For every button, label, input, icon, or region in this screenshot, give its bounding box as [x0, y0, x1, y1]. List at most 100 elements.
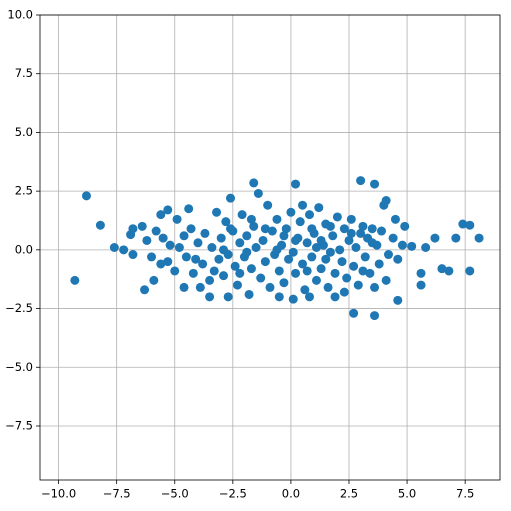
point	[300, 285, 310, 295]
point	[149, 275, 159, 285]
x-tick-label: −5.0	[161, 487, 189, 501]
point	[209, 266, 219, 276]
point	[170, 266, 180, 276]
point	[451, 233, 461, 243]
point	[358, 266, 368, 276]
point	[390, 214, 400, 224]
point	[263, 200, 273, 210]
x-tick-label: 2.5	[340, 487, 358, 501]
point	[140, 285, 150, 295]
y-tick-label: 0.0	[15, 242, 33, 256]
point	[465, 266, 475, 276]
point	[179, 282, 189, 292]
y-tick-label: −5.0	[5, 360, 33, 374]
point	[416, 280, 426, 290]
point	[258, 235, 268, 245]
point	[235, 268, 245, 278]
point	[151, 226, 161, 236]
point	[265, 282, 275, 292]
point	[346, 228, 356, 238]
point	[314, 203, 324, 213]
point	[274, 266, 284, 276]
point	[381, 275, 391, 285]
point	[128, 250, 138, 260]
point	[360, 252, 370, 262]
point	[370, 282, 380, 292]
point	[174, 243, 184, 252]
point	[288, 294, 298, 304]
point	[232, 280, 242, 290]
point	[349, 261, 359, 271]
point	[281, 224, 291, 234]
point	[353, 280, 363, 290]
point	[330, 292, 340, 302]
point	[193, 238, 203, 248]
point	[311, 275, 321, 285]
point	[295, 217, 305, 227]
y-tick-label: 5.0	[15, 125, 33, 139]
point	[184, 204, 194, 214]
point	[458, 219, 468, 229]
point	[291, 235, 301, 245]
point	[237, 210, 247, 220]
point	[242, 247, 252, 257]
point	[304, 292, 314, 302]
point	[421, 243, 431, 252]
point	[351, 243, 361, 252]
point	[430, 233, 440, 243]
point	[109, 243, 119, 252]
point	[158, 233, 168, 243]
point	[370, 311, 380, 321]
point	[444, 266, 454, 276]
point	[156, 259, 166, 269]
y-tick-label: 10.0	[7, 8, 33, 22]
point	[267, 226, 277, 236]
point	[330, 268, 340, 278]
point	[339, 224, 349, 234]
y-tick-label: 7.5	[15, 66, 33, 80]
point	[95, 220, 105, 230]
point	[291, 268, 301, 278]
y-tick-label: −2.5	[5, 301, 33, 315]
point	[186, 224, 196, 234]
point	[242, 231, 252, 241]
point	[279, 278, 289, 288]
x-tick-label: −10.0	[41, 487, 76, 501]
point	[253, 188, 263, 198]
point	[165, 240, 175, 250]
point	[200, 228, 210, 238]
point	[244, 289, 254, 299]
point	[172, 214, 182, 224]
point	[128, 224, 138, 234]
point	[219, 271, 229, 281]
point	[291, 179, 301, 189]
point	[311, 243, 321, 252]
point	[328, 231, 338, 241]
point	[388, 233, 398, 243]
point	[260, 257, 270, 267]
point	[383, 250, 393, 260]
point	[407, 241, 417, 251]
point	[302, 238, 312, 248]
point	[147, 252, 157, 262]
point	[344, 235, 354, 245]
point	[142, 235, 152, 245]
point	[377, 226, 387, 236]
point	[397, 240, 407, 250]
x-tick-label: −7.5	[103, 487, 131, 501]
point	[191, 254, 201, 264]
point	[325, 221, 335, 231]
point	[137, 221, 147, 231]
point	[339, 287, 349, 297]
point	[163, 257, 173, 267]
point	[260, 224, 270, 234]
point	[216, 233, 226, 243]
point	[374, 259, 384, 269]
point	[156, 210, 166, 220]
point	[332, 212, 342, 222]
point	[307, 224, 317, 234]
point	[365, 268, 375, 278]
point	[221, 217, 231, 227]
point	[249, 221, 259, 231]
point	[279, 231, 289, 241]
